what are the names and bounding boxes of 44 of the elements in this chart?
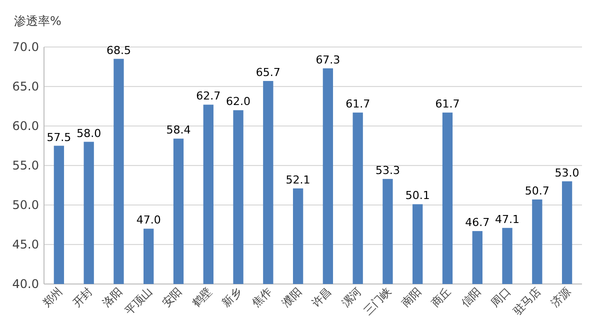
x-tick-label: 济源 (548, 284, 574, 310)
x-tick-label: 信阳 (458, 284, 484, 310)
x-tick-label: 商丘 (428, 284, 454, 310)
y-tick-label: 60.0 (12, 119, 39, 133)
data-label: 47.1 (495, 212, 520, 226)
y-tick-label: 70.0 (12, 40, 39, 54)
y-tick-label: 55.0 (12, 158, 39, 172)
x-tick-label: 鹤壁 (190, 284, 215, 310)
x-tick-label: 开封 (70, 284, 95, 310)
x-tick-label: 焦作 (250, 284, 274, 310)
data-label: 47.0 (136, 214, 161, 227)
data-label: 46.7 (465, 216, 490, 230)
y-axis-title: 渗透率% (14, 14, 62, 28)
x-tick-label: 郑州 (40, 284, 66, 310)
x-tick-label: 南阳 (398, 284, 424, 310)
x-tick-label: 平顶山 (122, 284, 155, 318)
data-label: 68.5 (106, 44, 131, 57)
data-label: 62.0 (226, 95, 251, 108)
data-label: 62.7 (196, 90, 221, 103)
x-tick-label: 周口 (488, 284, 514, 310)
x-tick-label: 许昌 (309, 284, 334, 310)
data-label: 53.3 (375, 164, 400, 177)
x-tick-label: 洛阳 (100, 284, 125, 310)
x-tick-label: 安阳 (160, 284, 185, 310)
data-label: 67.3 (316, 53, 340, 66)
data-label: 57.5 (46, 130, 72, 144)
y-tick-label: 50.0 (12, 198, 39, 212)
data-label: 50.1 (405, 189, 430, 202)
x-tick-label: 三门峡 (361, 284, 394, 318)
x-tick-label: 新乡 (220, 284, 244, 310)
data-label: 58.0 (76, 126, 102, 140)
data-label: 61.7 (346, 98, 370, 111)
y-tick-label: 45.0 (12, 238, 39, 252)
data-label: 52.1 (286, 173, 310, 186)
data-label: 50.7 (524, 184, 550, 198)
data-label: 53.0 (554, 166, 580, 180)
data-label: 61.7 (435, 98, 460, 111)
data-label: 65.7 (256, 66, 280, 79)
data-label: 58.4 (166, 124, 191, 137)
x-tick-label: 驻马店 (510, 284, 544, 318)
x-tick-label: 濮阳 (279, 284, 304, 310)
x-tick-label: 漯河 (339, 284, 364, 310)
y-tick-label: 40.0 (12, 277, 39, 291)
y-tick-label: 65.0 (12, 80, 39, 94)
